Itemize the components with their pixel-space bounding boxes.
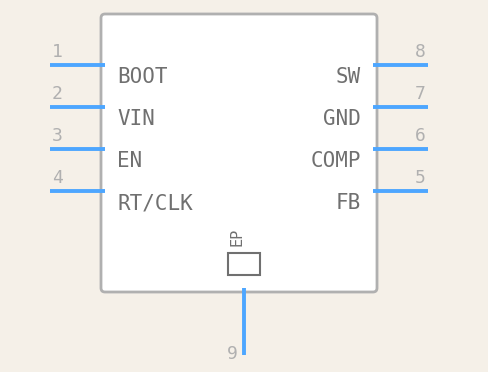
Text: 9: 9 — [227, 345, 238, 363]
Text: 5: 5 — [415, 169, 426, 187]
Text: EN: EN — [117, 151, 142, 171]
Text: 2: 2 — [52, 85, 63, 103]
Text: EP: EP — [229, 228, 244, 246]
Text: GND: GND — [323, 109, 361, 129]
Text: 8: 8 — [415, 43, 426, 61]
Text: COMP: COMP — [310, 151, 361, 171]
Text: BOOT: BOOT — [117, 67, 167, 87]
Text: RT/CLK: RT/CLK — [117, 193, 193, 213]
Text: 3: 3 — [52, 127, 63, 145]
Text: SW: SW — [336, 67, 361, 87]
FancyBboxPatch shape — [101, 14, 377, 292]
Text: 7: 7 — [415, 85, 426, 103]
Text: 4: 4 — [52, 169, 63, 187]
Text: VIN: VIN — [117, 109, 155, 129]
Text: 6: 6 — [415, 127, 426, 145]
Text: 1: 1 — [52, 43, 63, 61]
Text: FB: FB — [336, 193, 361, 213]
